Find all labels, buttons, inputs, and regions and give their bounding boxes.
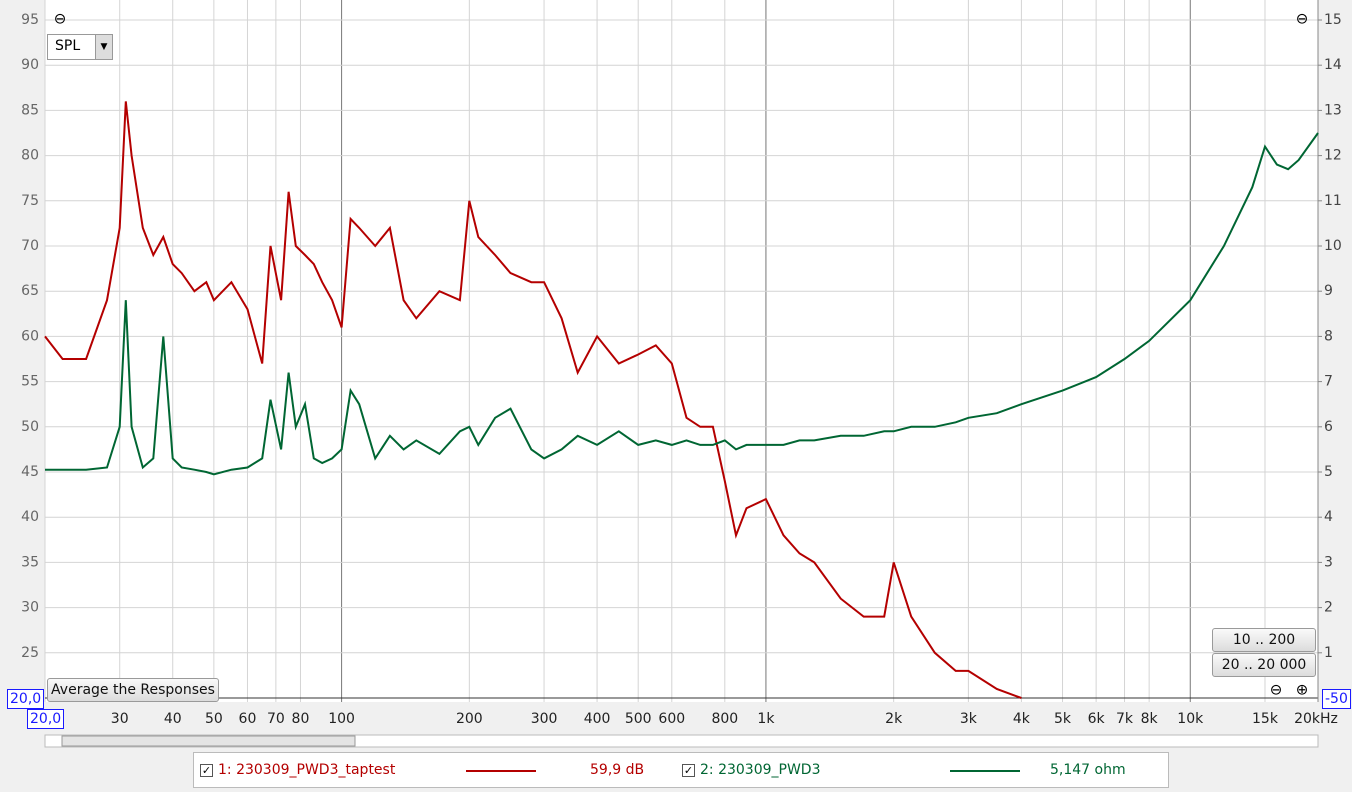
dropdown-arrow: ▼	[95, 35, 112, 59]
legend-name: 2: 230309_PWD3	[700, 762, 821, 778]
chart: 30 40 50 60 70 80 100 200 300 400 500 600 800 1k 2k 3k 4…	[21, 0, 1342, 748]
checkbox[interactable]: ✓	[200, 764, 213, 777]
y-tick-label: 45	[21, 464, 39, 480]
average-button[interactable]: Average the Responses	[47, 678, 219, 702]
zoom-in-icon[interactable]: ⊕	[1296, 681, 1309, 699]
legend-line	[466, 770, 536, 772]
x-tick-label: 50	[205, 711, 223, 727]
y2-tick-label: 7	[1324, 374, 1333, 390]
y2-tick-label: 10	[1324, 238, 1342, 254]
zoom-out-icon[interactable]: ⊖	[54, 10, 67, 28]
x-tick-label: 800	[711, 711, 738, 727]
dropdown-value: SPL	[55, 38, 81, 54]
x-tick-label: 15k	[1252, 711, 1279, 727]
zoom-out-icon[interactable]: ⊖	[1270, 681, 1283, 699]
y-min-box: 20,0	[7, 689, 45, 709]
x-tick-label: 100	[328, 711, 355, 727]
x-tick-label: 300	[531, 711, 558, 727]
x-tick-label: 500	[625, 711, 652, 727]
x-tick-label: 4k	[1013, 711, 1031, 727]
legend-name: 1: 230309_PWD3_taptest	[218, 762, 396, 778]
x-tick-label: 80	[292, 711, 310, 727]
x-tick-label: 7k	[1116, 711, 1134, 727]
x-tick-label: 5k	[1054, 711, 1072, 727]
y-tick-label: 40	[21, 509, 39, 525]
y2-tick-label: 9	[1324, 283, 1333, 299]
x-tick-label: 1k	[757, 711, 775, 727]
x-tick-label: 3k	[960, 711, 978, 727]
legend: ✓ 1: 230309_PWD3_taptest 59,9 dB ✓ 2: 23…	[193, 752, 1169, 788]
y2-tick-label: 2	[1324, 600, 1333, 616]
y2-box: -50	[1322, 689, 1351, 709]
x-tick-label: 70	[267, 711, 285, 727]
y2-tick-label: 6	[1324, 419, 1333, 435]
y-tick-label: 75	[21, 193, 39, 209]
x-tick-label: 2k	[885, 711, 903, 727]
zoom-out-icon[interactable]: ⊖	[1296, 10, 1309, 28]
range-button[interactable]: 20 .. 20 000	[1212, 653, 1316, 677]
y-tick-label: 70	[21, 238, 39, 254]
y2-tick-label: 14	[1324, 57, 1342, 73]
y2-tick-label: 1	[1324, 645, 1333, 661]
y-tick-label: 65	[21, 283, 39, 299]
x-tick-label: 600	[658, 711, 685, 727]
legend-readout: 5,147 ohm	[1050, 762, 1126, 778]
y2-tick-label: 12	[1324, 148, 1342, 164]
checkbox[interactable]: ✓	[682, 764, 695, 777]
y-tick-label: 30	[21, 600, 39, 616]
legend-line	[950, 770, 1020, 772]
data-line	[44, 101, 1022, 699]
x-tick-label: 40	[164, 711, 182, 727]
y2-tick-label: 5	[1324, 464, 1333, 480]
x-tick-label: 30	[111, 711, 129, 727]
x-min-box: 20,0	[27, 709, 65, 729]
plot-area	[45, 0, 1318, 702]
x-tick-label: 400	[584, 711, 611, 727]
x-tick-label: 60	[239, 711, 257, 727]
y2-tick-label: 4	[1324, 509, 1333, 525]
y2-tick-label: 15	[1324, 12, 1342, 28]
y-tick-label: 55	[21, 374, 39, 390]
y-tick-label: 95	[21, 12, 39, 28]
data-line	[45, 132, 1319, 476]
y2-tick-label: 3	[1324, 554, 1333, 570]
x-tick-label: 6k	[1088, 711, 1106, 727]
y-tick-label: 35	[21, 554, 39, 570]
scrollbar[interactable]	[44, 734, 1319, 748]
scroll-thumb[interactable]	[61, 735, 356, 747]
y-tick-label: 25	[21, 645, 39, 661]
y-tick-label: 85	[21, 102, 39, 118]
y2-tick-label: 13	[1324, 102, 1342, 118]
y-tick-label: 90	[21, 57, 39, 73]
dropdown[interactable]: SPL ▼	[47, 34, 113, 60]
range-button[interactable]: 10 .. 200	[1212, 628, 1316, 652]
x-tick-label: 10k	[1177, 711, 1204, 727]
y2-tick-label: 11	[1324, 193, 1342, 209]
y-tick-label: 80	[21, 148, 39, 164]
y2-tick-label: 8	[1324, 328, 1333, 344]
y-tick-label: 60	[21, 328, 39, 344]
x-tick-label: 200	[456, 711, 483, 727]
y-tick-label: 50	[21, 419, 39, 435]
x-tick-label: 20kHz	[1294, 711, 1338, 727]
legend-readout: 59,9 dB	[590, 762, 645, 778]
x-tick-label: 8k	[1141, 711, 1159, 727]
